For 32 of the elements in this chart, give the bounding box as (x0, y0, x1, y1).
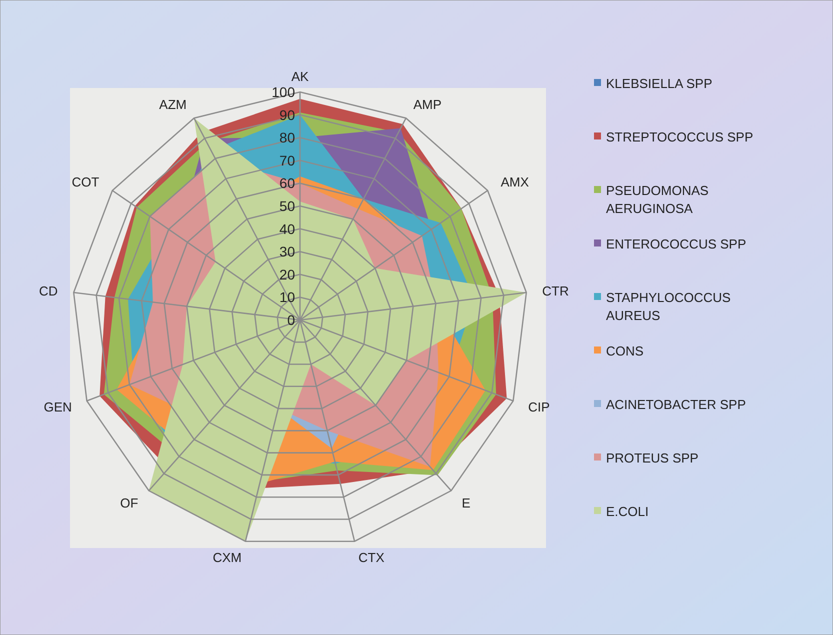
spoke-label: GEN (44, 400, 72, 415)
y-tick-label: 50 (279, 198, 296, 214)
spoke-label: CXM (212, 550, 242, 565)
y-tick-label: 40 (279, 220, 296, 237)
legend-label: PROTEUS SPP (606, 450, 698, 466)
legend-label: PSEUDOMONAS AERUGINOSA (606, 183, 709, 216)
y-tick-label: 70 (279, 152, 296, 168)
y-tick-label: 100 (272, 84, 296, 100)
legend-label: STREPTOCOCCUS SPP (606, 130, 754, 144)
legend-label: KLEBSIELLA SPP (606, 76, 712, 91)
legend-label: ENTEROCOCCUS SPP (606, 236, 746, 252)
spoke-label: CD (39, 284, 58, 299)
y-tick-label: 10 (279, 289, 296, 306)
spoke-label: OF (120, 496, 138, 511)
y-tick-label: 30 (279, 244, 296, 260)
y-tick-label: 80 (279, 130, 296, 146)
spoke-label: CTR (542, 284, 569, 299)
spoke-label: CIP (528, 400, 550, 415)
spoke-label: AMX (500, 174, 530, 190)
legend-label: E.COLI (606, 504, 649, 519)
spoke-label: AMP (413, 96, 442, 112)
spoke-label: CTX (358, 550, 385, 565)
spoke-label: E (462, 496, 471, 511)
legend-label: CONS (606, 344, 644, 358)
y-tick-label: 0 (287, 312, 296, 328)
spoke-label: AK (291, 69, 309, 84)
legend-label: ACINETOBACTER SPP (606, 397, 746, 412)
legend-label: STAPHYLOCOCCUS AUREUS (606, 290, 732, 323)
y-tick-label: 60 (279, 175, 296, 192)
y-tick-label: 20 (279, 266, 296, 282)
spoke-label: AZM (159, 96, 187, 112)
spoke-label: COT (72, 174, 100, 190)
